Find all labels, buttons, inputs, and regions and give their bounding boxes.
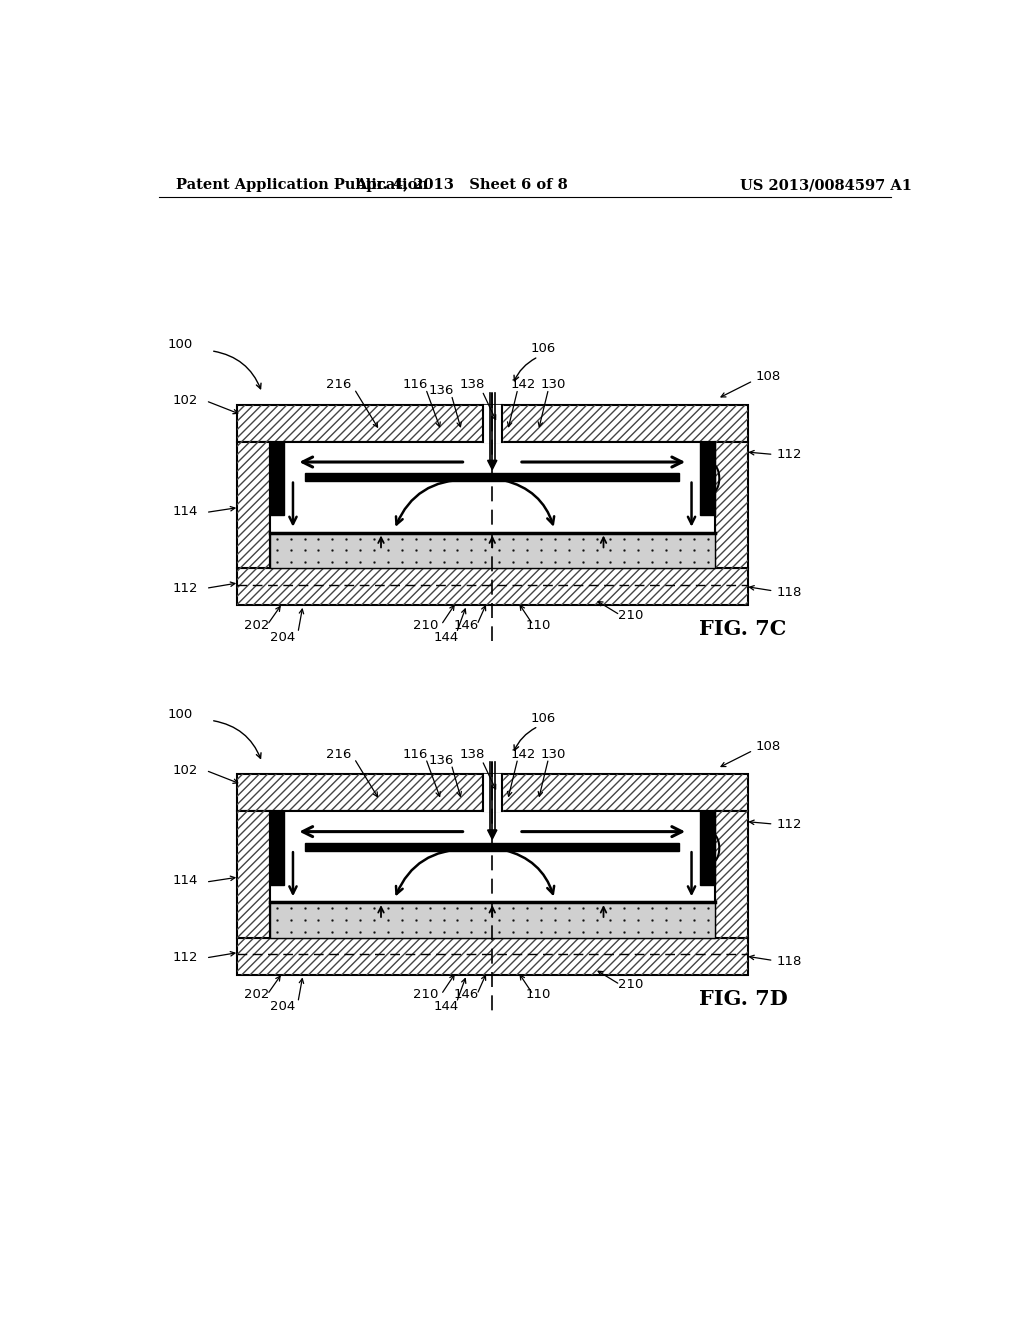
Text: 216: 216 xyxy=(326,748,351,760)
Text: FIG. 7D: FIG. 7D xyxy=(698,989,787,1008)
Text: 106: 106 xyxy=(530,342,556,355)
Text: 146: 146 xyxy=(454,989,479,1001)
Text: 146: 146 xyxy=(454,619,479,631)
Bar xyxy=(237,937,748,974)
Text: 138: 138 xyxy=(459,748,484,760)
Bar xyxy=(305,842,679,851)
Text: 136: 136 xyxy=(428,754,454,767)
Text: 108: 108 xyxy=(756,371,781,383)
Bar xyxy=(237,405,748,442)
Text: 102: 102 xyxy=(173,764,198,777)
Text: Patent Application Publication: Patent Application Publication xyxy=(176,178,428,193)
Bar xyxy=(269,442,715,568)
Text: 210: 210 xyxy=(413,989,438,1001)
Text: 210: 210 xyxy=(413,619,438,631)
Bar xyxy=(237,405,748,442)
Text: FIG. 7C: FIG. 7C xyxy=(699,619,786,639)
Bar xyxy=(305,473,679,482)
Bar xyxy=(237,568,748,605)
Text: 118: 118 xyxy=(776,586,802,598)
Text: 116: 116 xyxy=(402,748,428,760)
Bar xyxy=(269,533,715,568)
Bar xyxy=(237,775,748,812)
Text: 204: 204 xyxy=(270,631,295,644)
Text: 100: 100 xyxy=(168,338,193,351)
Text: 112: 112 xyxy=(173,952,198,965)
Text: 210: 210 xyxy=(617,978,643,991)
Text: 210: 210 xyxy=(617,609,643,622)
Bar xyxy=(700,442,715,515)
Bar xyxy=(482,405,502,442)
Text: 130: 130 xyxy=(541,748,566,760)
Bar xyxy=(269,442,284,515)
Polygon shape xyxy=(487,830,497,840)
Text: 144: 144 xyxy=(433,631,459,644)
Bar xyxy=(715,812,748,937)
Text: 118: 118 xyxy=(776,956,802,968)
Bar xyxy=(237,812,269,937)
Bar xyxy=(715,442,748,568)
Text: 216: 216 xyxy=(326,379,351,391)
Text: 112: 112 xyxy=(776,817,802,830)
Text: 112: 112 xyxy=(776,447,802,461)
Text: 142: 142 xyxy=(510,748,536,760)
Text: 100: 100 xyxy=(168,708,193,721)
Bar xyxy=(482,775,502,812)
Text: 138: 138 xyxy=(459,379,484,391)
Bar xyxy=(715,442,748,568)
Text: 142: 142 xyxy=(510,379,536,391)
Text: 204: 204 xyxy=(270,1001,295,1014)
Bar xyxy=(237,442,269,568)
Text: 108: 108 xyxy=(756,741,781,752)
Text: 202: 202 xyxy=(245,619,269,631)
Text: 110: 110 xyxy=(525,619,551,631)
Text: 144: 144 xyxy=(433,1001,459,1014)
Text: Apr. 4, 2013   Sheet 6 of 8: Apr. 4, 2013 Sheet 6 of 8 xyxy=(355,178,567,193)
Bar xyxy=(269,812,284,884)
Polygon shape xyxy=(487,461,497,470)
Text: 106: 106 xyxy=(530,711,556,725)
Text: 202: 202 xyxy=(245,989,269,1001)
Text: 116: 116 xyxy=(402,379,428,391)
Text: 136: 136 xyxy=(428,384,454,397)
Bar xyxy=(269,903,715,937)
Text: 114: 114 xyxy=(173,874,198,887)
Bar xyxy=(700,812,715,884)
Text: 112: 112 xyxy=(173,582,198,595)
Bar xyxy=(237,812,269,937)
Bar xyxy=(715,812,748,937)
Bar xyxy=(237,937,748,974)
Bar xyxy=(237,442,269,568)
Bar xyxy=(237,568,748,605)
Text: 114: 114 xyxy=(173,504,198,517)
Text: 130: 130 xyxy=(541,379,566,391)
Bar xyxy=(269,812,715,937)
Text: 110: 110 xyxy=(525,989,551,1001)
Text: 102: 102 xyxy=(173,395,198,408)
Bar xyxy=(237,775,748,812)
Text: US 2013/0084597 A1: US 2013/0084597 A1 xyxy=(739,178,911,193)
